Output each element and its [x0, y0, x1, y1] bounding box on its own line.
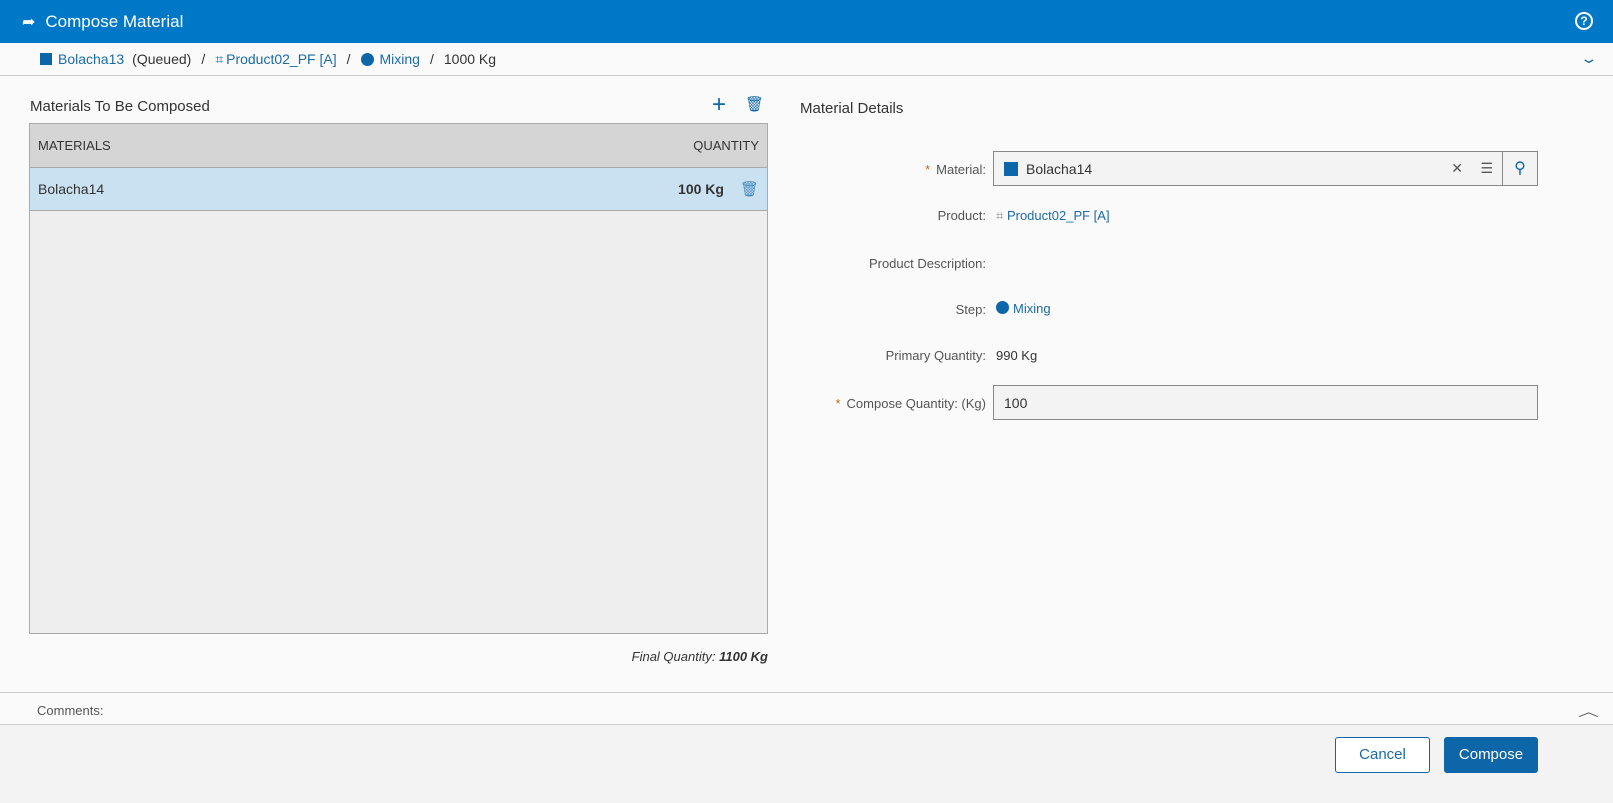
compose-quantity-input[interactable]: 100	[993, 385, 1538, 420]
filter-icon[interactable]: ☰	[1480, 160, 1493, 176]
primary-quantity-value: 990 Kg	[996, 348, 1038, 363]
material-field[interactable]: Bolacha14 ✕ ☰ ⚲	[993, 151, 1538, 186]
add-material-button[interactable]: +	[712, 91, 727, 118]
table-header: MATERIALS QUANTITY	[30, 124, 767, 168]
breadcrumb-state: (Queued)	[132, 51, 192, 67]
clear-icon[interactable]: ✕	[1451, 160, 1463, 176]
cancel-button[interactable]: Cancel	[1335, 737, 1430, 773]
primary-quantity-label: Primary Quantity:	[885, 348, 986, 363]
compose-button[interactable]: Compose	[1444, 737, 1538, 773]
step-label: Step:	[955, 302, 986, 317]
breadcrumb-material[interactable]: Bolacha13	[58, 51, 125, 67]
compose-quantity-label: * Compose Quantity: (Kg)	[835, 396, 986, 411]
final-quantity: Final Quantity: 1100 Kg	[631, 649, 768, 664]
compose-arrow-icon: ➦	[22, 13, 36, 31]
breadcrumb-step[interactable]: Mixing	[379, 51, 420, 67]
breadcrumb: Bolacha13 (Queued) / ⌗ Product02_PF [A] …	[0, 43, 1613, 76]
chevron-down-icon[interactable]: ⌄	[1579, 50, 1599, 66]
step-icon	[996, 301, 1009, 314]
product-label: Product:	[937, 208, 986, 223]
step-icon	[360, 52, 374, 66]
materials-title: Materials To Be Composed	[30, 98, 210, 115]
delete-row-icon[interactable]: 🗑	[739, 181, 759, 198]
column-materials: MATERIALS	[38, 138, 111, 153]
column-quantity: QUANTITY	[693, 138, 759, 153]
table-row[interactable]: Bolacha14 100 Kg 🗑	[30, 168, 767, 211]
product-link[interactable]: ⌗ Product02_PF [A]	[996, 208, 1110, 223]
row-quantity: 100 Kg	[678, 181, 724, 197]
breadcrumb-quantity: 1000 Kg	[443, 51, 497, 67]
delete-all-icon[interactable]: 🗑	[745, 96, 765, 113]
product-icon: ⌗	[215, 50, 224, 67]
step-link[interactable]: Mixing	[996, 301, 1051, 316]
comments-section[interactable]: Comments: ︿	[0, 692, 1613, 725]
search-button[interactable]: ⚲	[1502, 152, 1537, 185]
description-label: Product Description:	[868, 256, 986, 271]
row-material: Bolacha14	[38, 181, 105, 197]
help-icon[interactable]: ?	[1575, 12, 1593, 30]
product-icon: ⌗	[996, 208, 1004, 223]
breadcrumb-product[interactable]: Product02_PF [A]	[226, 51, 337, 67]
materials-table: MATERIALS QUANTITY Bolacha14 100 Kg 🗑	[29, 123, 768, 634]
chevron-up-icon[interactable]: ︿	[1578, 704, 1599, 719]
material-icon	[1004, 161, 1018, 176]
page-title: Compose Material	[45, 11, 184, 31]
details-title: Material Details	[800, 100, 904, 117]
material-icon	[40, 53, 52, 65]
material-label: * Material:	[925, 162, 986, 177]
header-bar: ➦ Compose Material ?	[0, 0, 1613, 43]
